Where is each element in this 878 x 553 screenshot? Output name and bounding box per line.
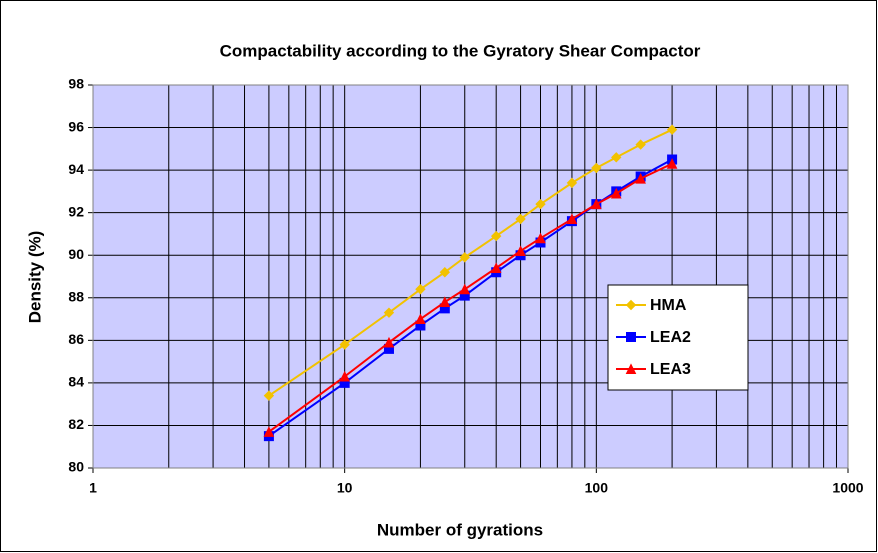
marker	[591, 162, 602, 174]
marker	[263, 426, 275, 437]
y-tick-label: 84	[68, 374, 84, 390]
marker	[666, 124, 678, 135]
marker	[610, 187, 622, 199]
legend-marker	[626, 332, 636, 342]
chart-title: Compactability according to the Gyratory…	[220, 41, 701, 60]
marker	[535, 232, 546, 244]
marker	[439, 267, 451, 278]
legend-marker	[625, 299, 637, 311]
y-tick-label: 96	[68, 118, 84, 134]
plot-area	[93, 85, 848, 468]
legend-label: HMA	[650, 297, 687, 314]
marker	[459, 283, 471, 295]
marker	[383, 307, 395, 318]
marker	[566, 213, 578, 225]
legend-label: LEA2	[650, 329, 691, 346]
marker	[459, 252, 470, 263]
marker	[635, 173, 646, 184]
y-tick-label: 80	[68, 459, 84, 475]
y-tick-label: 90	[68, 246, 84, 262]
marker	[535, 198, 546, 210]
marker	[263, 390, 275, 401]
marker	[415, 284, 426, 295]
y-tick-label: 88	[68, 288, 84, 304]
marker	[339, 370, 350, 382]
y-tick-label: 94	[68, 161, 84, 177]
marker	[490, 262, 502, 273]
marker	[383, 336, 395, 348]
y-tick-label: 92	[68, 203, 84, 219]
y-tick-label: 98	[68, 76, 84, 92]
marker	[515, 213, 526, 225]
marker	[439, 296, 451, 308]
marker	[611, 152, 622, 163]
legend-label: LEA3	[650, 361, 691, 378]
marker	[566, 177, 578, 189]
marker	[515, 245, 526, 256]
marker	[415, 313, 426, 325]
marker	[591, 198, 602, 210]
x-tick-label: 100	[585, 480, 609, 496]
marker	[635, 139, 646, 150]
y-tick-label: 86	[68, 331, 84, 347]
x-tick-label: 1000	[832, 480, 863, 496]
y-axis-label: Density (%)	[25, 231, 44, 324]
marker	[339, 339, 350, 350]
x-tick-label: 10	[337, 480, 353, 496]
plot-border	[92, 84, 849, 469]
y-tick-label: 82	[68, 416, 84, 432]
legend-marker	[625, 363, 637, 374]
marker	[490, 230, 502, 242]
marker	[666, 158, 678, 169]
x-tick-label: 1	[89, 480, 97, 496]
x-axis-label: Number of gyrations	[377, 520, 543, 539]
